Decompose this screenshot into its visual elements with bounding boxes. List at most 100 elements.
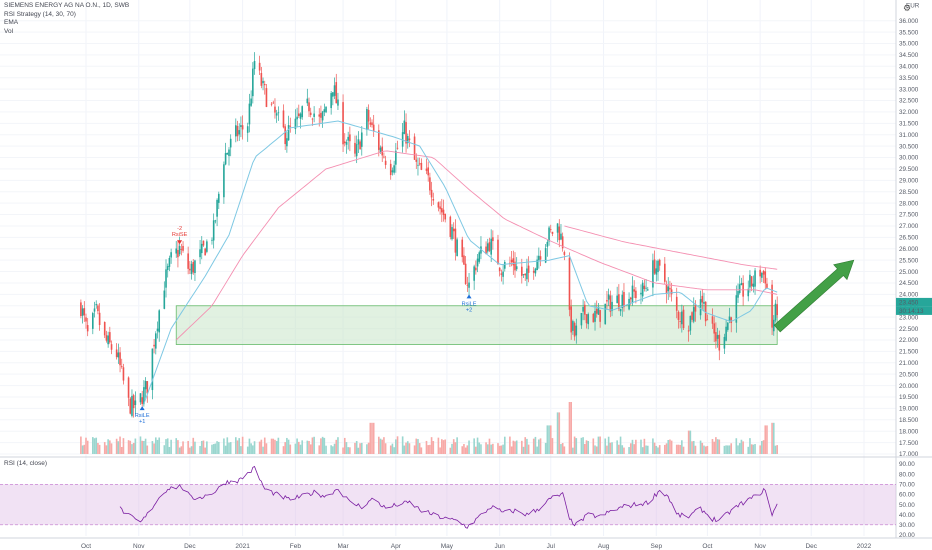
- candle-body: [515, 266, 518, 270]
- volume-bar: [670, 440, 673, 454]
- volume-bar: [122, 438, 125, 454]
- volume-bar: [667, 440, 670, 454]
- volume-bar: [332, 446, 334, 454]
- volume-bar: [252, 445, 254, 454]
- volume-bar: [321, 436, 324, 454]
- candle-body: [521, 266, 523, 276]
- volume-bar: [92, 437, 94, 454]
- volume-bar: [645, 445, 647, 454]
- volume-bar: [546, 425, 549, 454]
- candle-body: [640, 292, 642, 295]
- price-tick-label: 35.000: [899, 41, 919, 48]
- volume-bar: [333, 443, 336, 454]
- candle-body: [296, 116, 298, 120]
- volume-bar: [466, 445, 469, 454]
- candle-body: [512, 258, 515, 266]
- price-tick-label: 33.500: [899, 75, 919, 82]
- candle-body: [165, 269, 167, 288]
- candle-body: [687, 330, 690, 332]
- candle-body: [572, 321, 574, 331]
- candle-body: [178, 246, 181, 255]
- candle-body: [715, 332, 717, 342]
- volume-bar: [127, 440, 130, 454]
- price-tick-label: 17.000: [899, 451, 919, 458]
- volume-bar: [749, 438, 751, 454]
- price-tick-label: 21.000: [899, 360, 919, 367]
- volume-bar: [692, 440, 695, 454]
- candle-body: [526, 268, 528, 280]
- volume-bar: [415, 438, 418, 454]
- candle-body: [551, 231, 554, 234]
- candle-body: [250, 98, 252, 106]
- candle-body: [737, 291, 739, 298]
- candle-body: [284, 126, 286, 145]
- volume-bar: [488, 438, 491, 454]
- candle-body: [107, 335, 109, 345]
- volume-bar: [199, 445, 201, 454]
- volume-bar: [153, 443, 155, 454]
- time-tick-label: Jul: [547, 543, 556, 550]
- countdown-value: 30:14:13: [899, 308, 924, 315]
- volume-bar: [287, 439, 290, 454]
- candle-body: [607, 294, 610, 300]
- candle-body: [502, 271, 504, 277]
- volume-bar: [750, 444, 753, 454]
- volume-bar: [109, 440, 111, 454]
- candle-body: [764, 271, 767, 284]
- candle-body: [497, 239, 499, 265]
- candle-body: [738, 284, 741, 294]
- candle-body: [509, 262, 511, 264]
- volume-bar: [189, 447, 191, 454]
- candle-body: [711, 316, 714, 324]
- candle-body: [599, 310, 601, 322]
- volume-bar: [286, 437, 288, 454]
- volume-bar: [718, 439, 721, 454]
- candle-body: [726, 322, 729, 330]
- volume-bar: [560, 444, 562, 454]
- signal-label: RsiLE: [462, 301, 477, 307]
- candle-body: [166, 266, 169, 271]
- price-tick-label: 33.000: [899, 86, 919, 93]
- volume-bar: [413, 445, 416, 454]
- candle-body: [217, 193, 220, 203]
- candle-body: [396, 147, 399, 149]
- support-zone: [175, 305, 778, 345]
- settings-icon[interactable]: ⚙: [903, 3, 912, 13]
- candle-body: [309, 112, 312, 116]
- volume-bar: [551, 438, 554, 454]
- volume-bar: [723, 445, 726, 454]
- volume-bar: [389, 445, 392, 454]
- volume-bar: [107, 439, 109, 454]
- volume-bar: [223, 438, 225, 454]
- candle-body: [190, 263, 193, 275]
- volume-bar: [754, 444, 756, 454]
- volume-bar: [503, 436, 506, 454]
- candle-body: [153, 344, 155, 347]
- volume-bar: [456, 437, 458, 454]
- candle-body: [129, 398, 132, 414]
- candle-body: [175, 248, 178, 254]
- candle-body: [766, 283, 768, 288]
- candle-body: [270, 103, 273, 105]
- candle-body: [212, 220, 215, 241]
- candle-body: [464, 263, 467, 285]
- time-tick-label: Nov: [754, 543, 766, 550]
- candle-body: [759, 269, 761, 277]
- candle-body: [214, 220, 217, 222]
- volume-bar: [621, 445, 624, 454]
- volume-bar: [391, 443, 394, 454]
- volume-bar: [236, 440, 239, 454]
- candles: [80, 52, 778, 418]
- volume-bar: [347, 447, 349, 454]
- candle-body: [187, 253, 189, 269]
- candle-body: [343, 141, 346, 144]
- volume-bar: [417, 439, 419, 454]
- volume-bar: [585, 440, 588, 454]
- volume-bar: [772, 422, 775, 454]
- rsi-tick-label: 70.00: [899, 481, 915, 488]
- currency-label: EUR: [906, 3, 920, 10]
- volume-bar: [440, 439, 443, 454]
- candle-body: [321, 111, 324, 121]
- volume-bar: [599, 436, 601, 454]
